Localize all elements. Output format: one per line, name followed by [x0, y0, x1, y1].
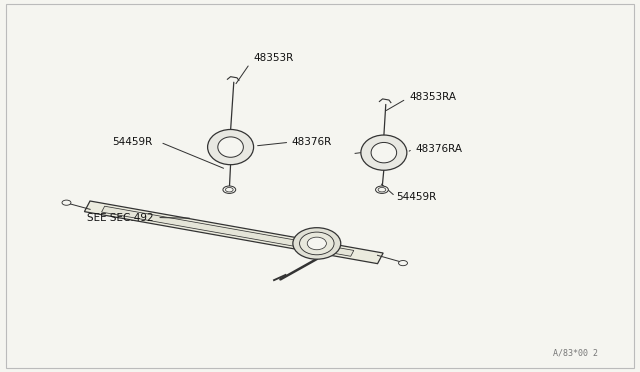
Ellipse shape: [293, 228, 340, 259]
Polygon shape: [84, 201, 383, 264]
Circle shape: [225, 187, 233, 192]
Circle shape: [399, 260, 408, 266]
Ellipse shape: [300, 232, 334, 255]
Text: SEE SEC.492: SEE SEC.492: [87, 212, 154, 222]
Ellipse shape: [371, 142, 397, 163]
Circle shape: [376, 186, 388, 193]
Text: 48376RA: 48376RA: [416, 144, 463, 154]
Circle shape: [378, 187, 386, 192]
Ellipse shape: [207, 129, 253, 165]
Text: 48353RA: 48353RA: [410, 92, 456, 102]
Text: A/83*00 2: A/83*00 2: [553, 348, 598, 357]
Polygon shape: [102, 206, 354, 256]
Text: 48353R: 48353R: [253, 53, 293, 63]
Text: 54459R: 54459R: [113, 137, 153, 147]
Ellipse shape: [307, 237, 326, 250]
Ellipse shape: [361, 135, 407, 170]
Text: 54459R: 54459R: [397, 192, 437, 202]
Ellipse shape: [218, 137, 243, 157]
Text: 48376R: 48376R: [291, 137, 332, 147]
Circle shape: [223, 186, 236, 193]
Circle shape: [62, 200, 71, 205]
